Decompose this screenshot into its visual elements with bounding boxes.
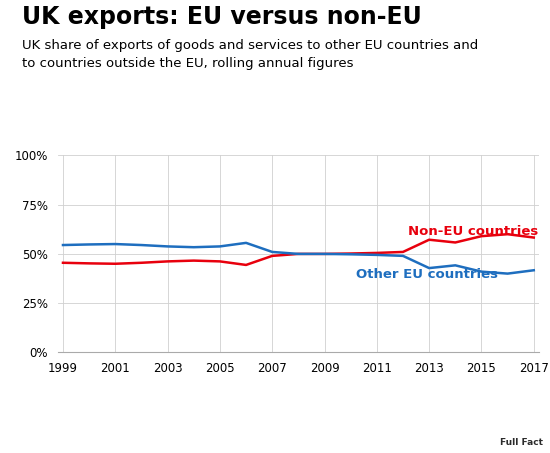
Text: UK exports: EU versus non-EU: UK exports: EU versus non-EU: [22, 5, 422, 29]
Polygon shape: [478, 375, 550, 453]
Text: UK share of exports of goods and services to other EU countries and
to countries: UK share of exports of goods and service…: [22, 39, 478, 70]
Text: Non-EU countries: Non-EU countries: [408, 225, 538, 237]
Text: Full Fact: Full Fact: [500, 438, 543, 447]
Text: Other EU countries: Other EU countries: [356, 268, 498, 281]
Text: Source:: Source:: [14, 395, 62, 405]
Text: ONS balance of payments datasets "Exports: European Union" (L7D7) and
"Exports: : ONS balance of payments datasets "Export…: [59, 395, 477, 419]
